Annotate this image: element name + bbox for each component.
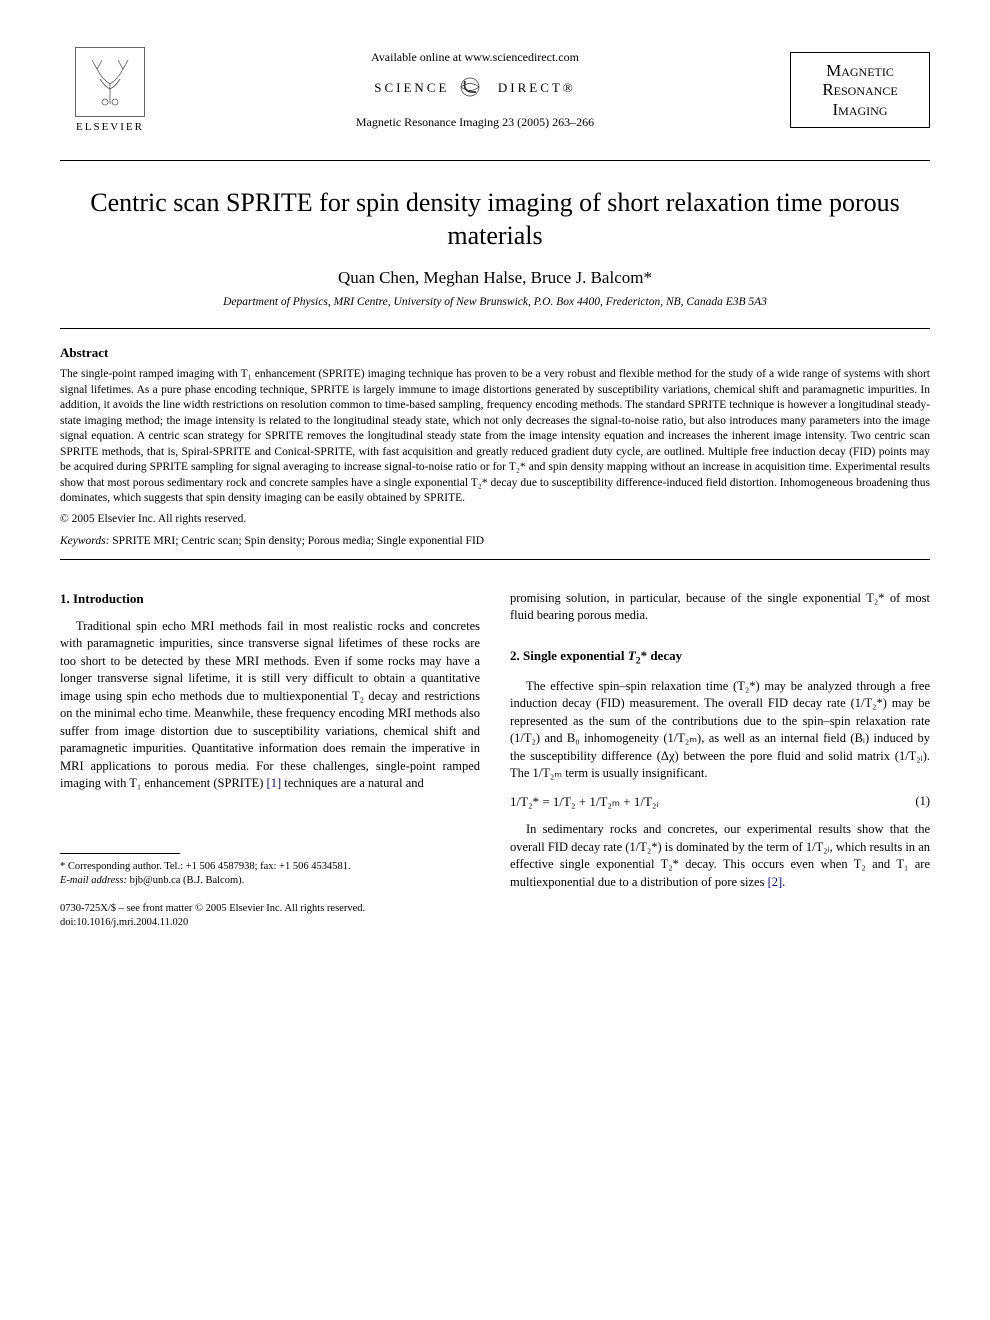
center-header: Available online at www.sciencedirect.co… (160, 50, 790, 130)
keywords-text: SPRITE MRI; Centric scan; Spin density; … (109, 535, 484, 547)
science-direct-logo: SCIENCE DIRECT® (160, 77, 790, 101)
journal-name-line2: Resonance (803, 80, 917, 100)
abstract-top-rule (60, 328, 930, 329)
journal-name-line1: Magnetic (803, 61, 917, 81)
footnote-separator (60, 853, 180, 854)
ref-link-2[interactable]: [2] (768, 875, 783, 889)
corresponding-author-footnote: * Corresponding author. Tel.: +1 506 458… (60, 860, 480, 888)
corr-email-line: E-mail address: bjb@unb.ca (B.J. Balcom)… (60, 874, 480, 888)
corr-author-line: * Corresponding author. Tel.: +1 506 458… (60, 860, 480, 874)
footer-doi: doi:10.1016/j.mri.2004.11.020 (60, 916, 480, 930)
abstract-bottom-rule (60, 559, 930, 560)
body-columns: 1. Introduction Traditional spin echo MR… (60, 590, 930, 930)
intro-heading: 1. Introduction (60, 590, 480, 608)
sec2-p2-b: . (782, 875, 785, 889)
intro-text-b: techniques are a natural and (281, 776, 424, 790)
abstract-copyright: © 2005 Elsevier Inc. All rights reserved… (60, 513, 930, 525)
publisher-logo: ELSEVIER (60, 40, 160, 140)
intro-continuation: promising solution, in particular, becau… (510, 590, 930, 625)
available-online: Available online at www.sciencedirect.co… (160, 50, 790, 65)
intro-text-a: Traditional spin echo MRI methods fail i… (60, 619, 480, 791)
keywords-label: Keywords: (60, 535, 109, 547)
equation-1-row: 1/T₂* = 1/T₂ + 1/T₂ₘ + 1/T₂ᵢ (1) (510, 793, 930, 811)
sd-text-1: SCIENCE (374, 80, 449, 95)
abstract-heading: Abstract (60, 345, 930, 361)
sd-globe-icon (456, 77, 492, 101)
abstract-body: The single-point ramped imaging with T₁ … (60, 367, 930, 507)
sec2-heading: 2. Single exponential T2* decay (510, 647, 930, 668)
journal-name-line3: Imaging (803, 100, 917, 120)
ref-link-1[interactable]: [1] (267, 776, 282, 790)
header-row: ELSEVIER Available online at www.science… (60, 40, 930, 140)
sd-text-2: DIRECT® (498, 80, 576, 95)
equation-1: 1/T₂* = 1/T₂ + 1/T₂ₘ + 1/T₂ᵢ (510, 793, 659, 811)
keywords-line: Keywords: SPRITE MRI; Centric scan; Spin… (60, 535, 930, 547)
header-rule (60, 160, 930, 161)
elsevier-tree-icon (75, 47, 145, 117)
journal-reference: Magnetic Resonance Imaging 23 (2005) 263… (160, 115, 790, 130)
right-column: promising solution, in particular, becau… (510, 590, 930, 930)
journal-box: Magnetic Resonance Imaging (790, 52, 930, 129)
sec2-p2: In sedimentary rocks and concretes, our … (510, 821, 930, 891)
sec2-p1: The effective spin–spin relaxation time … (510, 678, 930, 783)
footer-block: 0730-725X/$ – see front matter © 2005 El… (60, 902, 480, 929)
authors: Quan Chen, Meghan Halse, Bruce J. Balcom… (60, 268, 930, 288)
intro-paragraph: Traditional spin echo MRI methods fail i… (60, 618, 480, 793)
left-column: 1. Introduction Traditional spin echo MR… (60, 590, 480, 930)
sec2-p2-a: In sedimentary rocks and concretes, our … (510, 822, 930, 889)
footer-line-1: 0730-725X/$ – see front matter © 2005 El… (60, 902, 480, 916)
article-title: Centric scan SPRITE for spin density ima… (60, 187, 930, 252)
email-label: E-mail address: (60, 875, 127, 886)
email-value: bjb@unb.ca (B.J. Balcom). (127, 875, 244, 886)
equation-1-number: (1) (915, 793, 930, 811)
affiliation: Department of Physics, MRI Centre, Unive… (60, 296, 930, 308)
publisher-name: ELSEVIER (76, 121, 144, 133)
